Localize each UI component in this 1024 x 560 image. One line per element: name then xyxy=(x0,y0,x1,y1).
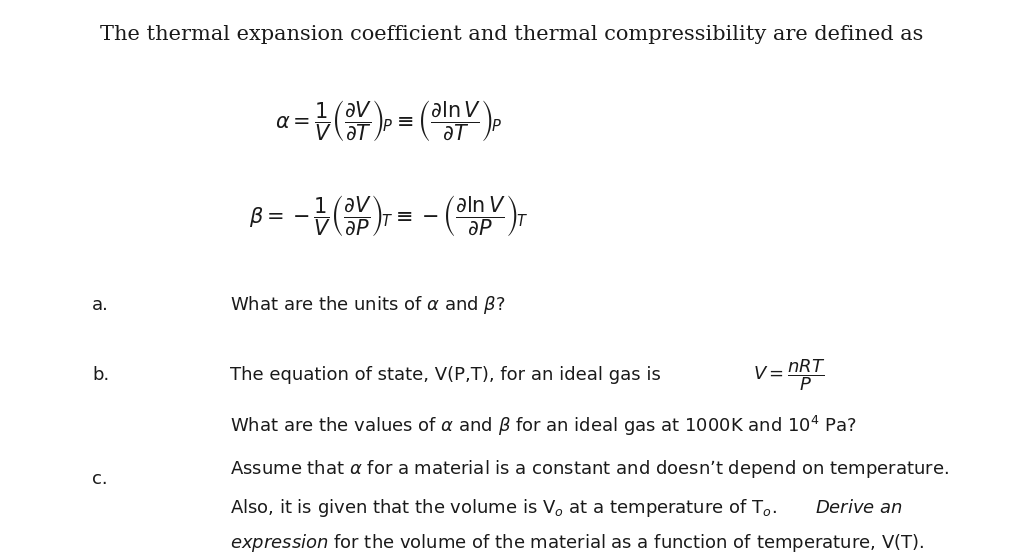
Text: The equation of state, V(P,T), for an ideal gas is: The equation of state, V(P,T), for an id… xyxy=(230,366,662,384)
Text: $V = \dfrac{nRT}{P}$: $V = \dfrac{nRT}{P}$ xyxy=(753,357,825,393)
Text: $\beta = -\dfrac{1}{V}\left(\dfrac{\partial V}{\partial P}\right)_{\!T} \equiv -: $\beta = -\dfrac{1}{V}\left(\dfrac{\part… xyxy=(250,193,528,238)
Text: The thermal expansion coefficient and thermal compressibility are defined as: The thermal expansion coefficient and th… xyxy=(100,25,924,44)
Text: Also, it is given that the volume is V$_o$ at a temperature of T$_o$.: Also, it is given that the volume is V$_… xyxy=(230,497,777,519)
Text: $\mathbf{\mathit{Derive\ an}}$: $\mathbf{\mathit{Derive\ an}}$ xyxy=(815,499,903,517)
Text: $\mathbf{\mathit{expression}}$ for the volume of the material as a function of t: $\mathbf{\mathit{expression}}$ for the v… xyxy=(230,532,925,554)
Text: c.: c. xyxy=(92,470,108,488)
Text: $\alpha = \dfrac{1}{V}\left(\dfrac{\partial V}{\partial T}\right)_{\!P} \equiv \: $\alpha = \dfrac{1}{V}\left(\dfrac{\part… xyxy=(275,98,503,143)
Text: What are the values of $\alpha$ and $\beta$ for an ideal gas at 1000K and $10^4$: What are the values of $\alpha$ and $\be… xyxy=(230,413,857,438)
Text: a.: a. xyxy=(92,296,109,314)
Text: b.: b. xyxy=(92,366,110,384)
Text: What are the units of $\alpha$ and $\beta$?: What are the units of $\alpha$ and $\bet… xyxy=(230,294,506,316)
Text: Assume that $\alpha$ for a material is a constant and doesn’t depend on temperat: Assume that $\alpha$ for a material is a… xyxy=(230,458,949,480)
